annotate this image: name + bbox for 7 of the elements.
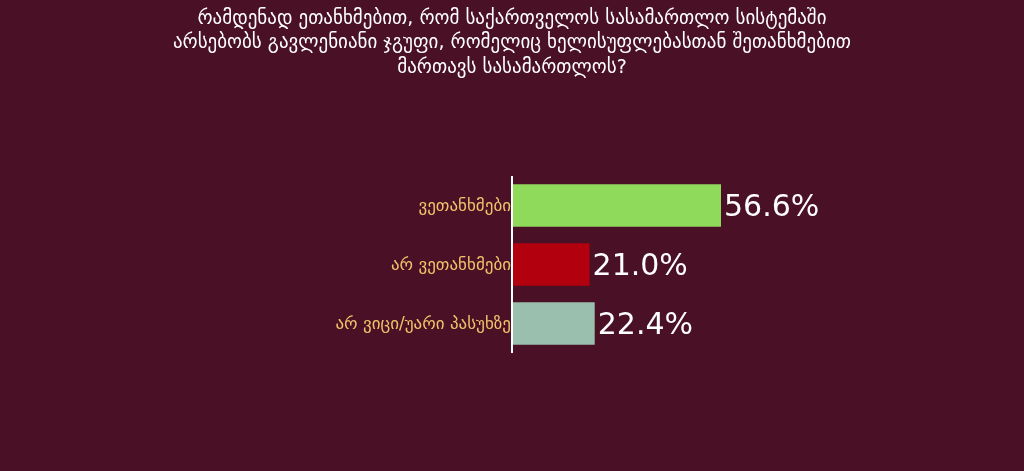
y-tick-label: არ ვიცი/უარი პასუხზე <box>335 313 511 334</box>
data-label: 22.4% <box>597 306 694 341</box>
data-label: 21.0% <box>592 247 688 282</box>
data-label: 56.6% <box>724 188 820 223</box>
chart-title: რამდენად ეთანხმებით, რომ საქართველოს სასამართლო სისტემაში არსებობს გავლენიანი ჯგუფი, რომელიც ხელისუფლებასთან შეთანხმებით მართავს სასამართლოს? <box>172 5 852 78</box>
y-tick-label: არ ვეთანხმები <box>390 254 511 275</box>
y-tick-label: ვეთანხმები <box>418 195 511 216</box>
